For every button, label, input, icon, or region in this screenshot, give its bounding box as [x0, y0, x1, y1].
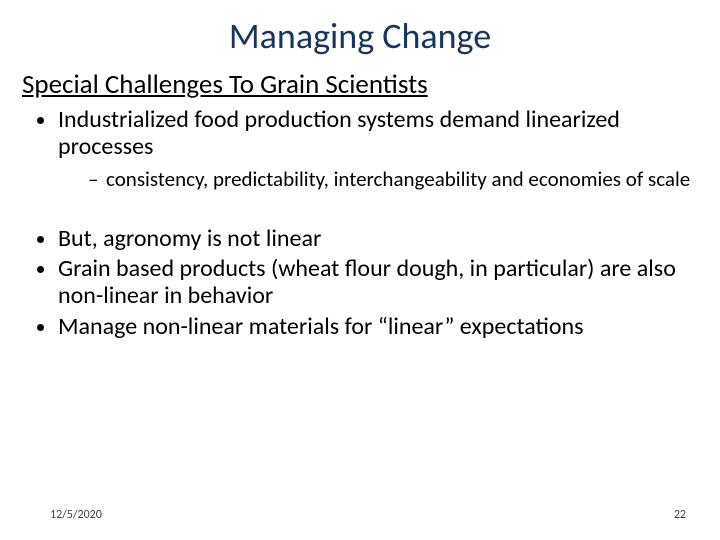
footer-date: 12/5/2020	[50, 508, 102, 522]
sub-bullet-list: consistency, predictability, interchange…	[58, 167, 692, 192]
slide-subtitle: Special Challenges To Grain Scientists	[22, 68, 692, 101]
sub-list-item: consistency, predictability, interchange…	[88, 167, 692, 192]
footer-page-number: 22	[674, 508, 686, 522]
bullet-text: But, agronomy is not linear	[58, 224, 321, 253]
bullet-text: Industrialized food production systems d…	[58, 105, 620, 161]
slide-footer: 12/5/2020 22	[0, 508, 720, 522]
list-item: Industrialized food production systems d…	[58, 107, 692, 192]
list-item: But, agronomy is not linear	[58, 226, 692, 253]
slide-title: Managing Change	[28, 14, 692, 58]
list-item: Manage non-linear materials for “linear”…	[58, 314, 692, 341]
bullet-list-b: But, agronomy is not linear Grain based …	[28, 226, 692, 342]
slide: Managing Change Special Challenges To Gr…	[0, 0, 720, 540]
bullet-list-a: Industrialized food production systems d…	[28, 107, 692, 192]
sub-bullet-text: consistency, predictability, interchange…	[106, 166, 690, 192]
list-item: Grain based products (wheat flour dough,…	[58, 256, 692, 310]
spacer	[28, 196, 692, 226]
bullet-text: Grain based products (wheat flour dough,…	[58, 254, 676, 310]
bullet-text: Manage non-linear materials for “linear”…	[58, 312, 584, 341]
